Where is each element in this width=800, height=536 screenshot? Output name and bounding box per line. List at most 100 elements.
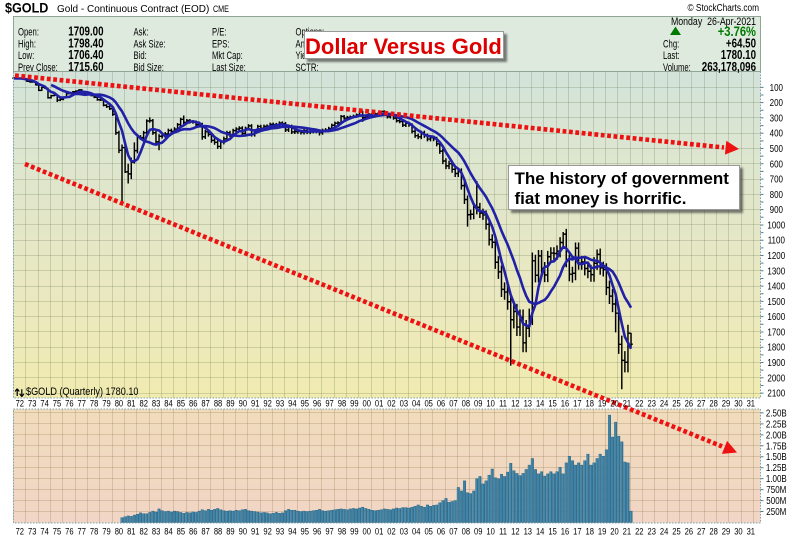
svg-text:1706.40: 1706.40 (68, 49, 103, 63)
svg-text:95: 95 (301, 525, 310, 536)
svg-text:31: 31 (747, 398, 756, 409)
svg-text:15: 15 (548, 525, 557, 536)
svg-text:72: 72 (16, 398, 25, 409)
svg-text:73: 73 (28, 525, 37, 536)
svg-text:1900: 1900 (767, 357, 785, 368)
svg-text:09: 09 (474, 525, 483, 536)
svg-text:96: 96 (313, 525, 322, 536)
svg-text:98: 98 (338, 398, 347, 409)
svg-text:500: 500 (770, 143, 783, 154)
svg-text:92: 92 (263, 525, 272, 536)
svg-text:08: 08 (462, 525, 471, 536)
svg-text:27: 27 (697, 398, 706, 409)
svg-text:85: 85 (177, 525, 186, 536)
svg-text:Chg:: Chg: (663, 38, 679, 51)
svg-text:97: 97 (325, 398, 334, 409)
svg-text:1400: 1400 (767, 281, 785, 292)
svg-text:87: 87 (201, 525, 210, 536)
svg-text:900: 900 (770, 204, 783, 215)
svg-text:Ask:: Ask: (134, 26, 149, 39)
svg-text:08: 08 (462, 398, 471, 409)
svg-text:97: 97 (325, 525, 334, 536)
svg-text:SCTR:: SCTR: (296, 62, 319, 75)
svg-text:74: 74 (40, 398, 49, 409)
svg-text:11: 11 (499, 525, 507, 536)
svg-text:400: 400 (770, 128, 783, 139)
svg-text:81: 81 (127, 525, 136, 536)
svg-text:02: 02 (387, 398, 396, 409)
svg-text:79: 79 (102, 525, 111, 536)
svg-text:2100: 2100 (767, 388, 785, 399)
svg-text:99: 99 (350, 525, 359, 536)
svg-text:28: 28 (709, 525, 718, 536)
svg-text:16: 16 (561, 525, 570, 536)
svg-text:Open:: Open: (18, 26, 39, 39)
svg-text:01: 01 (375, 398, 384, 409)
svg-text:77: 77 (78, 525, 87, 536)
svg-text:94: 94 (288, 398, 297, 409)
svg-text:+64.50: +64.50 (726, 37, 756, 51)
svg-text:88: 88 (214, 398, 223, 409)
svg-text:72: 72 (16, 525, 25, 536)
svg-text:1000: 1000 (767, 220, 785, 231)
svg-text:20: 20 (610, 525, 619, 536)
svg-text:1600: 1600 (767, 311, 785, 322)
svg-text:800: 800 (770, 189, 783, 200)
svg-text:31: 31 (747, 525, 756, 536)
svg-text:84: 84 (164, 525, 173, 536)
svg-text:73: 73 (28, 398, 37, 409)
svg-text:Prev Close:: Prev Close: (18, 62, 58, 75)
svg-text:1300: 1300 (767, 265, 785, 276)
svg-text:1.00B: 1.00B (766, 473, 787, 484)
svg-text:07: 07 (449, 398, 458, 409)
svg-text:Gold - Continuous Contract (EO: Gold - Continuous Contract (EOD) (57, 4, 209, 15)
svg-text:74: 74 (40, 525, 49, 536)
svg-text:75: 75 (53, 398, 62, 409)
svg-text:1780.10: 1780.10 (721, 49, 756, 63)
svg-text:Ask Size:: Ask Size: (134, 38, 166, 51)
svg-text:EPS:: EPS: (212, 38, 230, 51)
svg-text:21: 21 (623, 525, 632, 536)
svg-text:84: 84 (164, 398, 173, 409)
svg-text:80: 80 (115, 525, 124, 536)
svg-text:91: 91 (251, 525, 260, 536)
svg-text:Mkt Cap:: Mkt Cap: (212, 50, 243, 63)
svg-text:88: 88 (214, 525, 223, 536)
svg-text:26: 26 (685, 525, 694, 536)
svg-text:12: 12 (511, 525, 520, 536)
svg-text:P/E:: P/E: (212, 26, 227, 39)
svg-text:86: 86 (189, 525, 198, 536)
svg-text:20: 20 (610, 398, 619, 409)
svg-text:2.50B: 2.50B (766, 408, 787, 419)
svg-text:01: 01 (375, 525, 384, 536)
svg-text:95: 95 (301, 398, 310, 409)
svg-text:Last:: Last: (663, 50, 680, 63)
svg-text:17: 17 (573, 525, 582, 536)
svg-text:00: 00 (362, 525, 371, 536)
svg-text:1715.60: 1715.60 (68, 61, 103, 75)
svg-text:05: 05 (424, 525, 433, 536)
svg-text:1800: 1800 (767, 342, 785, 353)
svg-text:26: 26 (685, 398, 694, 409)
svg-text:00: 00 (362, 398, 371, 409)
svg-text:1.75B: 1.75B (766, 440, 787, 451)
svg-text:CME: CME (213, 4, 229, 14)
svg-text:04: 04 (412, 525, 421, 536)
svg-text:19: 19 (598, 398, 607, 409)
svg-text:12: 12 (511, 398, 520, 409)
svg-text:90: 90 (239, 525, 248, 536)
svg-text:10: 10 (486, 525, 495, 536)
svg-text:24: 24 (660, 398, 669, 409)
svg-text:99: 99 (350, 398, 359, 409)
svg-text:79: 79 (102, 398, 111, 409)
svg-text:83: 83 (152, 525, 161, 536)
svg-text:82: 82 (139, 525, 148, 536)
svg-text:263,178,096: 263,178,096 (702, 61, 756, 75)
svg-text:16: 16 (561, 398, 570, 409)
svg-text:03: 03 (400, 398, 409, 409)
svg-text:76: 76 (65, 398, 74, 409)
svg-text:80: 80 (115, 398, 124, 409)
svg-text:300: 300 (770, 113, 783, 124)
svg-text:29: 29 (722, 525, 731, 536)
svg-text:250M: 250M (766, 506, 786, 517)
